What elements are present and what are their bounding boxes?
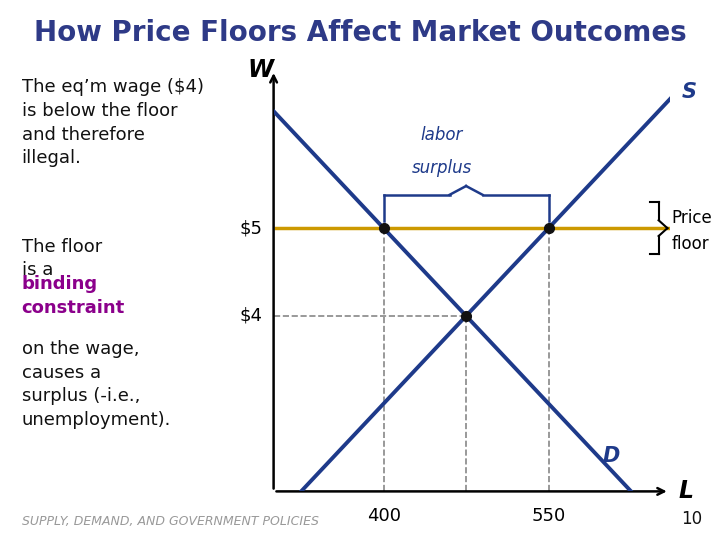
Text: $4: $4 — [240, 307, 263, 325]
Text: The floor
is a: The floor is a — [22, 238, 102, 279]
Text: binding
constraint: binding constraint — [22, 275, 125, 317]
Text: W: W — [248, 58, 274, 82]
Text: SUPPLY, DEMAND, AND GOVERNMENT POLICIES: SUPPLY, DEMAND, AND GOVERNMENT POLICIES — [22, 515, 318, 528]
Text: The eq’m wage ($4)
is below the floor
and therefore
illegal.: The eq’m wage ($4) is below the floor an… — [22, 78, 204, 167]
Text: floor: floor — [672, 235, 709, 253]
Text: surplus: surplus — [412, 159, 472, 177]
Text: labor: labor — [420, 126, 463, 144]
Text: Price: Price — [672, 208, 713, 227]
Text: L: L — [678, 480, 693, 503]
Text: S: S — [682, 82, 697, 102]
Text: 550: 550 — [531, 507, 566, 525]
Text: How Price Floors Affect Market Outcomes: How Price Floors Affect Market Outcomes — [34, 19, 686, 47]
Text: D: D — [603, 446, 620, 467]
Text: $5: $5 — [240, 219, 263, 237]
Text: on the wage,
causes a
surplus (­i.e.,
unemployment).: on the wage, causes a surplus (­i.e., un… — [22, 340, 171, 429]
Text: 10: 10 — [681, 510, 702, 528]
Text: 400: 400 — [366, 507, 400, 525]
